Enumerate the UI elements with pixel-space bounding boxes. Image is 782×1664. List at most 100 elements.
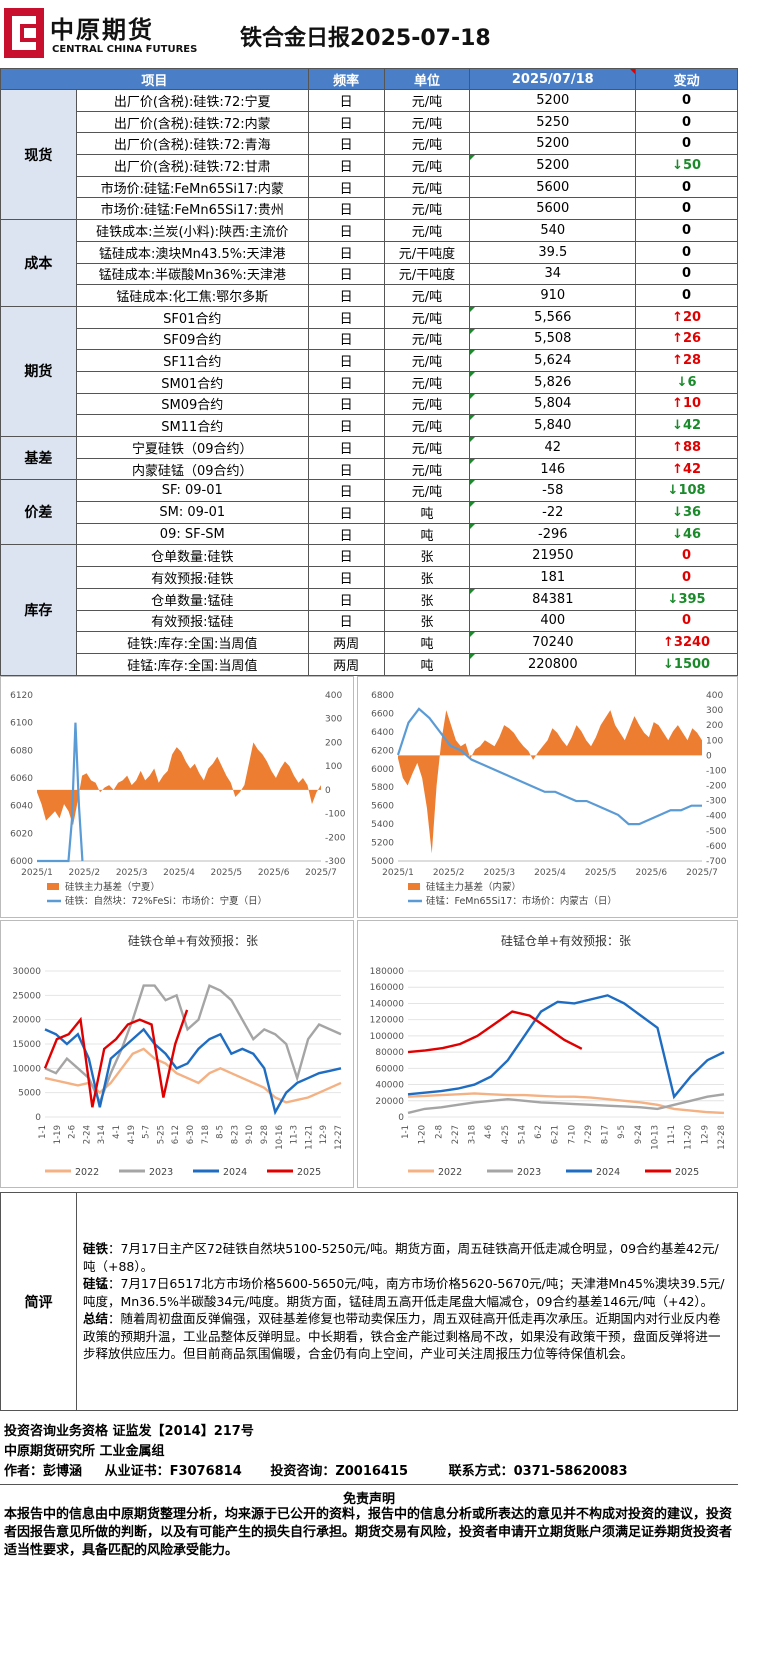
disclaimer-text: 本报告中的信息由中原期货整理分析，均来源于已公开的资料，报告中的信息分析或所表达…: [4, 1507, 733, 1558]
change-cell: ↑28: [635, 349, 738, 372]
unit-cell: 张: [383, 609, 471, 633]
y-tick-label: 40000: [375, 1081, 404, 1091]
chart-sf-warrants-svg: 硅铁仓单+有效预报：张 0 5000 10000 15000 20000 25000 3000…: [12, 933, 344, 1178]
change-value: 42: [682, 461, 702, 477]
change-value: 0: [682, 114, 692, 130]
category-cell: 价差: [0, 479, 77, 546]
change-value: 0: [682, 613, 692, 629]
y-left-tick-label: 6100: [10, 719, 33, 729]
arrow-down-icon: ↓: [672, 504, 683, 520]
change-cell: 0: [635, 219, 738, 242]
x-tick-label: 2-8: [434, 1125, 444, 1139]
change-cell: 0: [635, 566, 738, 589]
change-value: 26: [682, 331, 702, 347]
x-tick-label: 1-19: [53, 1125, 63, 1144]
y-tick-label: 10000: [12, 1064, 41, 1074]
value-cell: 910: [469, 284, 637, 307]
x-tick-label: 4-25: [501, 1125, 511, 1144]
change-value: 0: [682, 222, 692, 238]
change-value: 0: [682, 569, 692, 585]
x-tick-label: 2025/5: [210, 868, 242, 878]
change-cell: ↑26: [635, 327, 738, 351]
frequency-cell: 日: [307, 566, 385, 589]
divider: [0, 1484, 738, 1485]
header-unit: 单位: [383, 68, 471, 90]
y-left-tick-label: 5200: [371, 839, 394, 849]
y-tick-label: 120000: [370, 1016, 405, 1026]
value-cell: 70240: [469, 631, 637, 654]
item-cell: SM11合约: [75, 414, 309, 437]
item-cell: SM: 09-01: [75, 501, 309, 524]
arrow-down-icon: ↓: [667, 591, 679, 607]
change-value: 42: [682, 418, 702, 434]
change-cell: ↓36: [635, 501, 738, 524]
change-value: 10: [682, 396, 702, 412]
item-cell: 出厂价(含税):硅铁:72:宁夏: [75, 89, 309, 112]
change-cell: 0: [635, 89, 738, 112]
change-cell: 0: [635, 197, 738, 221]
y-left-tick-label: 5800: [371, 783, 394, 793]
unit-cell: 元/吨: [383, 457, 471, 481]
value-cell: -296: [469, 522, 637, 546]
unit-cell: 元/吨: [383, 349, 471, 372]
change-cell: 0: [635, 262, 738, 286]
change-cell: ↑42: [635, 457, 738, 481]
x-tick-label: 9-24: [634, 1125, 644, 1144]
x-tick-label: 7-10: [567, 1125, 577, 1144]
change-value: 0: [682, 244, 692, 260]
change-value: 0: [682, 179, 692, 195]
table-row: 市场价:硅锰:FeMn65Si17:贵州日元/吨 5600 0: [1, 197, 738, 221]
series-line-2025: [407, 1010, 583, 1054]
table-row: SF09合约日元/吨 5,508 ↑26: [1, 327, 738, 351]
value-cell: 5,840: [469, 414, 637, 437]
frequency-cell: 日: [307, 327, 385, 351]
chart-sm-basis: 5000 5200 5400 5600 5800 6000 6200 6400 6600 6800…: [357, 676, 738, 918]
x-tick-label: 1-20: [418, 1125, 428, 1144]
change-cell: ↓42: [635, 414, 738, 437]
item-cell: SM09合约: [75, 392, 309, 416]
legend-label: 2025: [675, 1167, 699, 1178]
frequency-cell: 日: [307, 154, 385, 177]
legend-label: 2022: [75, 1167, 99, 1178]
arrow-down-icon: ↓: [672, 418, 683, 434]
value-cell: 39.5: [469, 240, 637, 264]
change-value: 46: [682, 526, 702, 542]
x-tick-label: 11-20: [684, 1125, 694, 1150]
qualification-text: 投资咨询业务资格 证监发【2014】217号: [4, 1424, 254, 1439]
y-tick-label: 20000: [12, 1016, 41, 1026]
change-cell: ↓1500: [635, 652, 738, 676]
value-cell: -22: [469, 501, 637, 524]
table-row: SM01合约日元/吨 5,826 ↓6: [1, 370, 738, 394]
value-cell: 5,508: [469, 327, 637, 351]
legend-label: 2023: [517, 1167, 541, 1178]
item-cell: 出厂价(含税):硅铁:72:甘肃: [75, 154, 309, 177]
y-left-tick-label: 6000: [10, 857, 33, 867]
y-tick-label: 30000: [12, 967, 41, 977]
table-row: 期货 SF01合约日元/吨 5,566 ↑20: [0, 305, 738, 438]
comment-body: 硅铁：7月17日主产区72硅铁自然块5100-5250元/吨。期货方面，周五硅铁…: [76, 1192, 738, 1411]
y-left-tick-label: 5000: [371, 857, 394, 867]
x-tick-label: 11-1: [667, 1125, 677, 1144]
table-row: 现货 出厂价(含税):硅铁:72:宁夏日元/吨 5200 0: [0, 88, 738, 221]
consult-number: Z0016415: [335, 1464, 409, 1479]
frequency-cell: 日: [307, 175, 385, 199]
value-cell: 5600: [469, 175, 637, 199]
y-right-tick-label: -200: [325, 833, 346, 843]
y-tick-label: 0: [398, 1113, 404, 1123]
table-row: 锰硅成本:半碳酸Mn36%:天津港日元/干吨度 34 0: [1, 262, 738, 286]
value-cell: 5,804: [469, 392, 637, 416]
unit-cell: 张: [383, 587, 471, 611]
change-cell: ↓50: [635, 154, 738, 177]
x-tick-label: 2-6: [68, 1125, 78, 1139]
unit-cell: 元/吨: [383, 197, 471, 221]
legend-label: 2023: [149, 1167, 173, 1178]
category-cell: 成本: [0, 219, 77, 307]
table-row: 09: SF-SM 日吨 -296 ↓46: [1, 522, 738, 546]
y-left-tick-label: 6020: [10, 829, 33, 839]
frequency-cell: 日: [307, 284, 385, 307]
table-row: 仓单数量:锰硅日张 84381 ↓395: [1, 587, 738, 611]
frequency-cell: 日: [307, 392, 385, 416]
change-value: 0: [682, 288, 692, 304]
page-title: 铁合金日报2025-07-18: [240, 26, 491, 51]
chart-sf-warrants: 硅铁仓单+有效预报：张 0 5000 10000 15000 20000 25000 3000…: [0, 920, 354, 1188]
